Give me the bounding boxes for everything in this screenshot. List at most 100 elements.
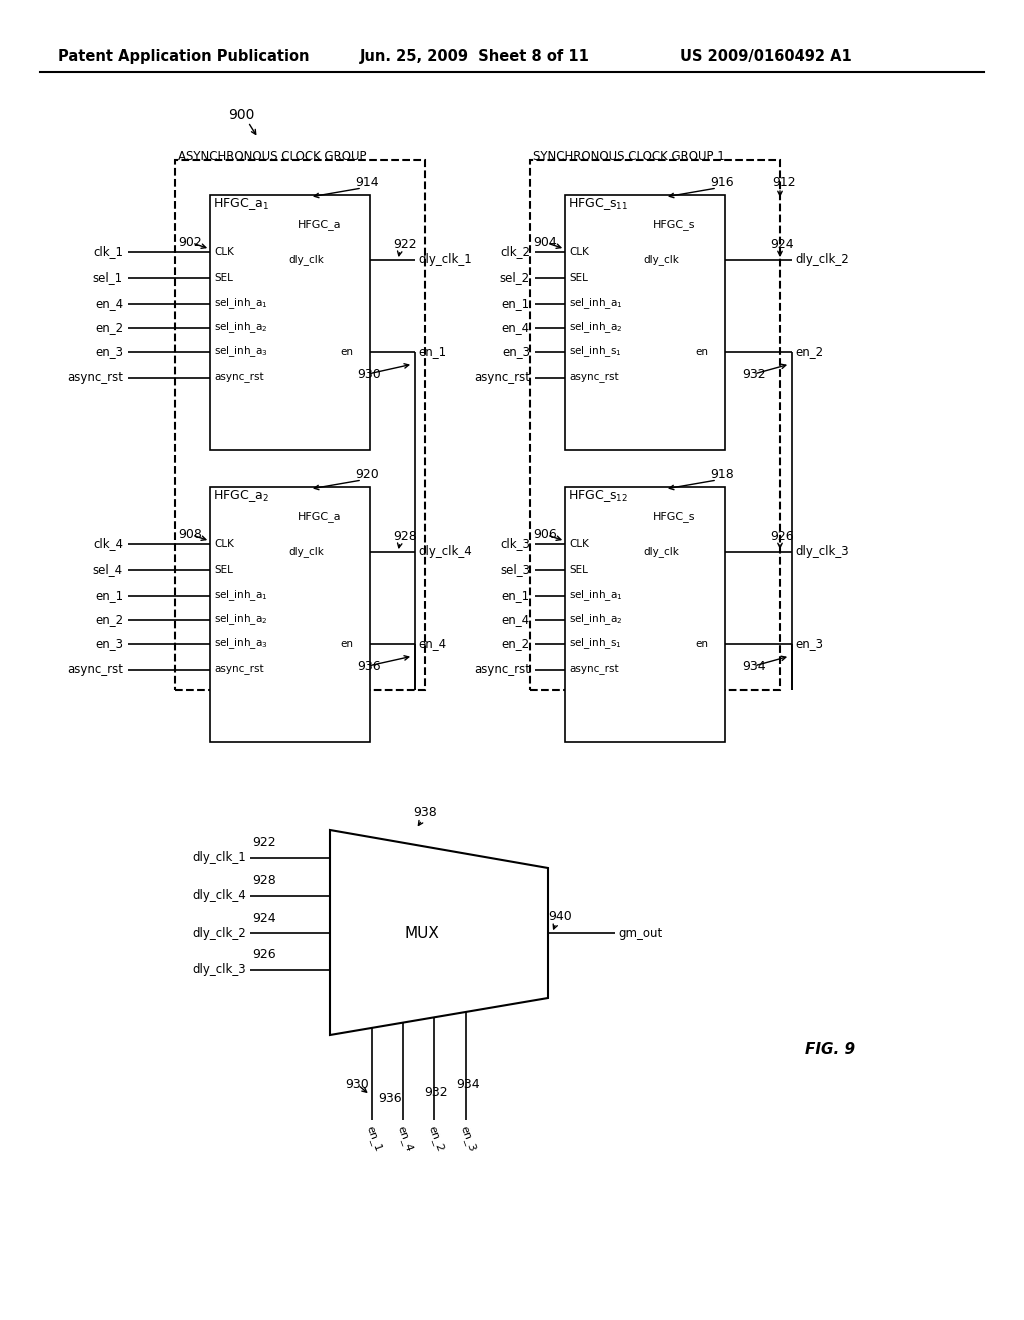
Text: CLK: CLK [214, 247, 233, 257]
Text: HFGC_s: HFGC_s [653, 219, 695, 231]
Text: CLK: CLK [569, 539, 589, 549]
Text: async_rst: async_rst [569, 665, 618, 676]
Text: 908: 908 [178, 528, 202, 541]
Text: 906: 906 [534, 528, 557, 541]
Text: en_2: en_2 [426, 1125, 445, 1152]
Text: sel_inh_a$_3$: sel_inh_a$_3$ [214, 345, 267, 359]
Text: sel_4: sel_4 [93, 564, 123, 577]
Text: en_4: en_4 [418, 638, 446, 651]
Text: sel_inh_s$_1$: sel_inh_s$_1$ [569, 636, 622, 651]
Text: 928: 928 [393, 529, 417, 543]
Text: en_2: en_2 [95, 614, 123, 627]
Text: en_1: en_1 [502, 590, 530, 602]
Bar [175, 160, 425, 690]
Bar [210, 487, 370, 742]
Text: 934: 934 [742, 660, 766, 672]
Text: 902: 902 [178, 236, 202, 249]
Text: US 2009/0160492 A1: US 2009/0160492 A1 [680, 49, 852, 65]
Text: ASYNCHRONOUS CLOCK GROUP: ASYNCHRONOUS CLOCK GROUP [178, 150, 367, 164]
Text: HFGC_a: HFGC_a [298, 512, 342, 523]
Text: dly_clk_4: dly_clk_4 [418, 545, 472, 558]
Text: SYNCHRONOUS CLOCK GROUP 1: SYNCHRONOUS CLOCK GROUP 1 [534, 150, 725, 164]
Text: en_1: en_1 [502, 297, 530, 310]
Text: FIG. 9: FIG. 9 [805, 1043, 855, 1057]
Text: SEL: SEL [569, 565, 588, 576]
Text: MUX: MUX [404, 925, 439, 940]
Text: SEL: SEL [569, 273, 588, 282]
Text: sel_inh_a$_1$: sel_inh_a$_1$ [214, 589, 267, 603]
Text: dly_clk_3: dly_clk_3 [795, 545, 849, 558]
Text: 928: 928 [252, 874, 275, 887]
Text: 936: 936 [357, 660, 381, 672]
Text: en_2: en_2 [95, 322, 123, 334]
Text: sel_inh_a$_1$: sel_inh_a$_1$ [214, 297, 267, 312]
Text: 912: 912 [772, 176, 796, 189]
Bar [210, 195, 370, 450]
Text: dly_clk: dly_clk [288, 255, 324, 265]
Bar [565, 487, 725, 742]
Text: dly_clk_3: dly_clk_3 [193, 964, 246, 977]
Text: 930: 930 [345, 1078, 369, 1092]
Text: 938: 938 [413, 807, 437, 820]
Text: clk_3: clk_3 [500, 537, 530, 550]
Text: en_2: en_2 [502, 638, 530, 651]
Text: en_4: en_4 [502, 614, 530, 627]
Text: sel_3: sel_3 [500, 564, 530, 577]
Text: HFGC_s$_{11}$: HFGC_s$_{11}$ [568, 197, 628, 213]
Text: en_4: en_4 [395, 1125, 415, 1152]
Bar [530, 160, 780, 690]
Text: HFGC_a$_2$: HFGC_a$_2$ [213, 488, 268, 504]
Text: async_rst: async_rst [474, 664, 530, 676]
Text: en_1: en_1 [418, 346, 446, 359]
Text: 916: 916 [710, 176, 733, 189]
Text: sel_inh_a$_2$: sel_inh_a$_2$ [569, 321, 623, 335]
Text: gm_out: gm_out [618, 927, 663, 940]
Text: 900: 900 [228, 108, 254, 121]
Text: clk_1: clk_1 [93, 246, 123, 259]
Text: dly_clk: dly_clk [643, 255, 679, 265]
Text: sel_inh_a$_2$: sel_inh_a$_2$ [214, 321, 267, 335]
Text: en: en [695, 347, 708, 356]
Polygon shape [330, 830, 548, 1035]
Text: en_3: en_3 [459, 1125, 477, 1152]
Text: async_rst: async_rst [569, 372, 618, 383]
Text: sel_1: sel_1 [93, 272, 123, 285]
Text: SEL: SEL [214, 273, 232, 282]
Text: en: en [340, 347, 353, 356]
Text: en_3: en_3 [502, 346, 530, 359]
Text: HFGC_s$_{12}$: HFGC_s$_{12}$ [568, 488, 628, 504]
Text: en_1: en_1 [95, 590, 123, 602]
Text: async_rst: async_rst [67, 664, 123, 676]
Text: async_rst: async_rst [474, 371, 530, 384]
Text: 932: 932 [424, 1086, 447, 1100]
Text: sel_inh_a$_1$: sel_inh_a$_1$ [569, 589, 623, 603]
Text: sel_inh_a$_2$: sel_inh_a$_2$ [569, 612, 623, 627]
Text: sel_2: sel_2 [500, 272, 530, 285]
Text: en_2: en_2 [795, 346, 823, 359]
Text: en_3: en_3 [95, 346, 123, 359]
Text: 920: 920 [355, 467, 379, 480]
Text: 930: 930 [357, 367, 381, 380]
Text: en: en [695, 639, 708, 649]
Text: dly_clk_1: dly_clk_1 [193, 851, 246, 865]
Text: 936: 936 [378, 1092, 401, 1105]
Text: HFGC_a: HFGC_a [298, 219, 342, 231]
Text: clk_2: clk_2 [500, 246, 530, 259]
Text: en_4: en_4 [95, 297, 123, 310]
Text: 924: 924 [770, 238, 794, 251]
Text: HFGC_s: HFGC_s [653, 512, 695, 523]
Text: 904: 904 [534, 236, 557, 249]
Text: sel_inh_a$_3$: sel_inh_a$_3$ [214, 636, 267, 651]
Text: en_4: en_4 [502, 322, 530, 334]
Text: en: en [340, 639, 353, 649]
Text: 932: 932 [742, 367, 766, 380]
Text: Jun. 25, 2009  Sheet 8 of 11: Jun. 25, 2009 Sheet 8 of 11 [360, 49, 590, 65]
Text: SEL: SEL [214, 565, 232, 576]
Text: async_rst: async_rst [67, 371, 123, 384]
Text: en_3: en_3 [795, 638, 823, 651]
Text: 926: 926 [770, 529, 794, 543]
Text: clk_4: clk_4 [93, 537, 123, 550]
Text: Patent Application Publication: Patent Application Publication [58, 49, 309, 65]
Text: 922: 922 [393, 238, 417, 251]
Text: sel_inh_a$_2$: sel_inh_a$_2$ [214, 612, 267, 627]
